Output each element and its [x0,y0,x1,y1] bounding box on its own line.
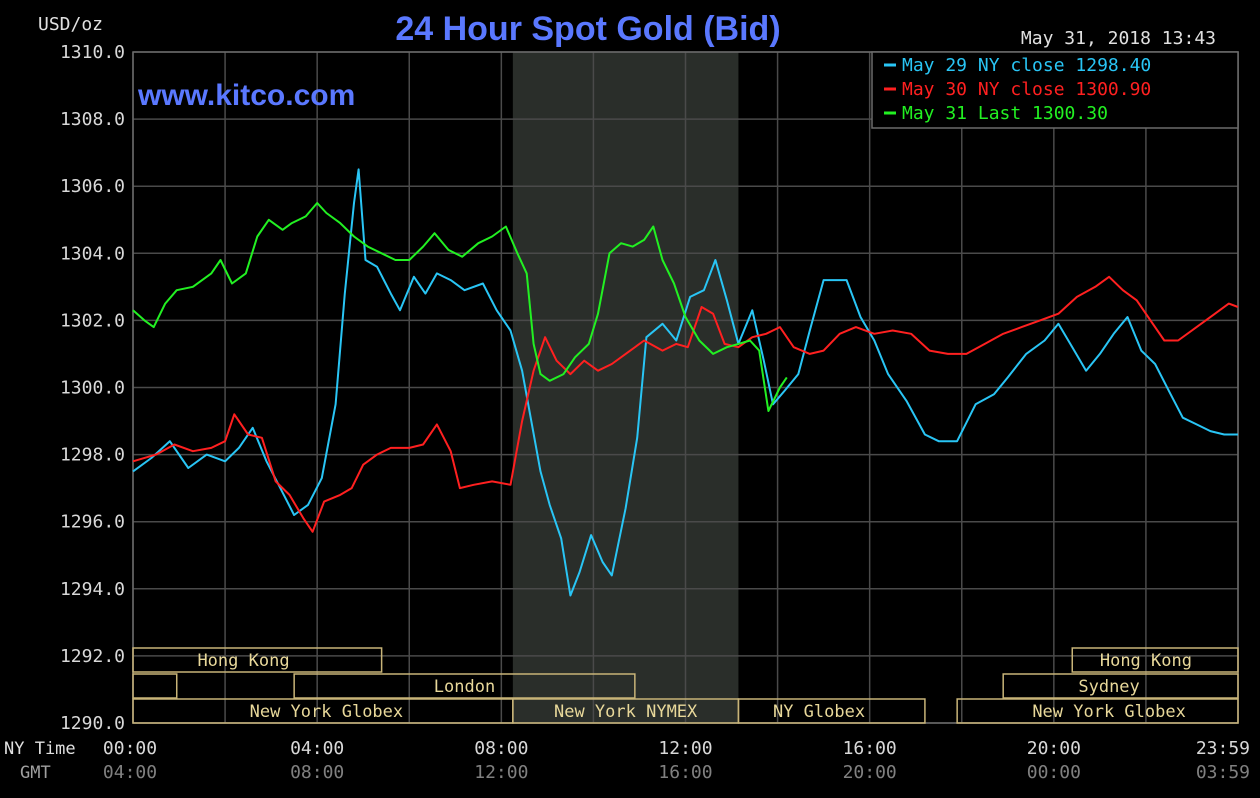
legend-entry: May 29 NY close 1298.40 [902,55,1151,76]
x-tick-label-ny: 08:00 [474,738,528,759]
session-bar [132,673,178,699]
y-tick-label: 1296.0 [60,512,125,533]
session-bar [132,647,383,673]
y-tick-label: 1294.0 [60,579,125,600]
legend-entry: May 31 Last 1300.30 [902,103,1108,124]
session-label: New York Globex [250,702,404,722]
y-tick-label: 1300.0 [60,378,125,399]
x-tick-label-ny: 20:00 [1027,738,1081,759]
x-tick-label-gmt: 16:00 [658,762,712,783]
legend-entry: May 30 NY close 1300.90 [902,79,1151,100]
session-bar [1002,673,1239,699]
legend-box [871,51,1239,129]
x-tick-label-gmt: 12:00 [474,762,528,783]
x-tick-label-gmt: 04:00 [103,762,157,783]
series-line-1 [132,168,1238,597]
y-tick-label: 1298.0 [60,445,125,466]
x-tick-label-gmt: 20:00 [843,762,897,783]
y-tick-label: 1310.0 [60,42,125,63]
x-row2-label: GMT [20,763,51,783]
x-tick-label-ny: 16:00 [843,738,897,759]
session-label: Hong Kong [197,651,289,671]
session-label: New York Globex [1032,702,1186,722]
session-label: Hong Kong [1100,651,1192,671]
x-tick-label-gmt: 00:00 [1027,762,1081,783]
session-label: New York NYMEX [554,702,698,722]
y-tick-label: 1292.0 [60,646,125,667]
x-tick-label-gmt: 03:59 [1196,762,1250,783]
x-tick-label-ny: 04:00 [290,738,344,759]
series-line-3 [132,202,788,412]
timestamp: May 31, 2018 13:43 [1021,28,1216,49]
session-bar [737,698,926,724]
chart-title: 24 Hour Spot Gold (Bid) [395,10,780,48]
session-label: Sydney [1078,677,1139,697]
y-tick-label: 1304.0 [60,243,125,264]
x-tick-label-ny: 23:59 [1196,738,1250,759]
x-tick-label-ny: 00:00 [103,738,157,759]
y-tick-label: 1302.0 [60,310,125,331]
y-tick-label: 1306.0 [60,176,125,197]
y-tick-label: 1308.0 [60,109,125,130]
session-bar [1071,647,1239,673]
watermark: www.kitco.com [137,79,355,112]
x-tick-label-gmt: 08:00 [290,762,344,783]
y-tick-label: 1290.0 [60,713,125,734]
y-unit-label: USD/oz [38,14,103,35]
series-line-2 [132,275,1239,533]
x-tick-label-ny: 12:00 [658,738,712,759]
session-label: NY Globex [773,702,865,722]
session-bar [293,673,636,699]
x-row1-label: NY Time [4,739,76,759]
session-bar [956,698,1239,724]
session-label: London [434,677,495,697]
